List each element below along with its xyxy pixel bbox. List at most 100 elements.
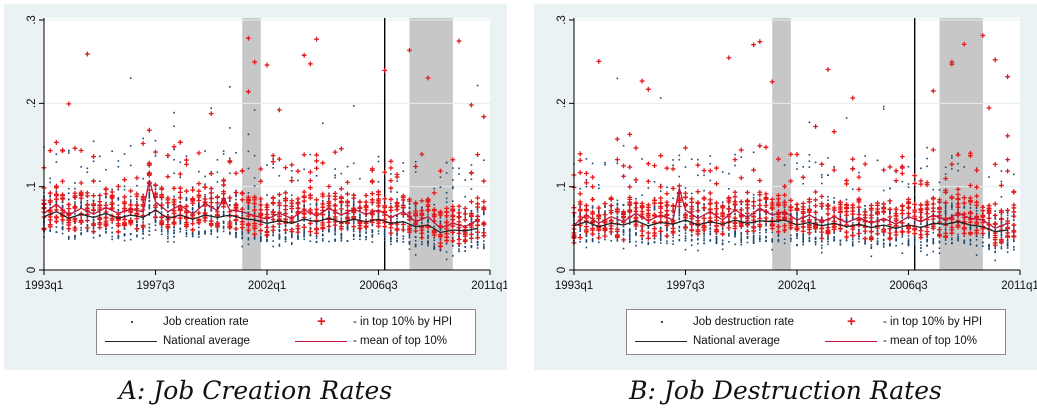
top10-point [295,168,301,174]
scatter-point [721,239,724,242]
scatter-point [882,105,885,108]
top10-point [270,159,276,165]
scatter-point [938,189,941,191]
scatter-point [476,84,479,87]
scatter-point [653,204,656,207]
scatter-point [229,231,231,234]
top10-point [47,222,53,227]
scatter-point [690,238,693,241]
scatter-point [635,234,637,236]
scatter-point [241,236,244,239]
scatter-point [963,240,966,242]
scatter-point [67,187,70,190]
scatter-point [167,237,169,240]
top10-point [122,217,127,222]
top10-point [363,223,369,229]
scatter-point [690,234,693,236]
scatter-point [129,164,132,167]
top10-point [462,205,468,211]
top10-point [583,180,589,186]
scatter-point [678,210,681,213]
top10-point [645,86,651,92]
scatter-point [241,232,244,234]
top10-point [239,190,245,196]
scatter-point [678,239,681,242]
scatter-point [185,199,188,202]
scatter-point [963,242,966,245]
top10-point [714,206,719,212]
scatter-point [1013,239,1015,241]
top10-point [444,234,450,240]
scatter-point [402,162,405,164]
scatter-point [359,215,361,217]
scatter-point [55,226,58,229]
scatter-point [105,230,107,233]
scatter-point [969,215,972,218]
scatter-point [309,234,312,236]
top10-point [394,174,400,180]
scatter-point [666,227,668,230]
scatter-point [678,212,681,215]
top10-point [689,228,695,234]
scatter-point [653,237,656,240]
scatter-point [266,220,268,223]
scatter-point [790,214,792,216]
scatter-point [173,235,175,238]
scatter-point [365,232,367,234]
scatter-point [427,244,429,247]
scatter-point [944,242,947,245]
scatter-point [684,232,687,234]
top10-point [270,200,276,206]
top10-point [683,225,688,231]
scatter-point [808,153,811,156]
scatter-point [585,239,588,241]
top10-point [320,226,326,231]
scatter-point [185,233,188,236]
scatter-point [191,186,194,189]
scatter-point [49,206,51,209]
scatter-point [253,211,256,214]
scatter-point [377,232,380,235]
scatter-point [944,210,947,212]
scatter-point [229,127,231,129]
scatter-point [907,238,910,240]
top10-point [239,206,245,212]
top10-point [103,223,109,229]
top10-point [128,209,134,215]
scatter-point [61,206,64,209]
scatter-point [988,176,990,178]
top10-point [726,199,732,205]
scatter-point [932,250,935,253]
scatter-point [278,175,281,177]
scatter-point [191,208,194,210]
scatter-point [402,170,405,172]
scatter-point [247,232,250,234]
scatter-point [752,151,755,154]
scatter-point [247,237,250,239]
top10-point [720,203,726,209]
scatter-point [185,155,188,157]
top10-point [652,200,657,206]
scatter-point [253,206,256,209]
scatter-point [427,241,429,244]
scatter-point [167,205,169,208]
scatter-point [678,218,681,220]
top10-point [109,217,115,223]
top10-point [97,193,103,198]
top10-point [450,157,456,163]
top10-point [221,200,227,205]
scatter-point [452,187,454,190]
scatter-point [628,223,631,225]
scatter-point [641,241,643,244]
scatter-point [994,251,997,253]
top10-point [676,197,682,203]
scatter-point [290,235,293,238]
scatter-point [222,220,225,223]
scatter-point [105,195,107,198]
top10-point [419,227,425,233]
top10-point [177,171,183,177]
scatter-point [123,234,126,237]
scatter-point [408,203,411,206]
top10-point [134,210,140,216]
scatter-point [628,220,631,223]
